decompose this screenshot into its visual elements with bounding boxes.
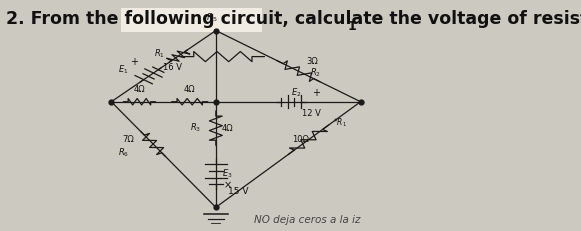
Text: 3Ω: 3Ω bbox=[306, 58, 318, 67]
Text: $R_5$: $R_5$ bbox=[206, 12, 218, 24]
Text: $E_2$: $E_2$ bbox=[292, 86, 302, 99]
Text: 10Ω: 10Ω bbox=[292, 135, 309, 144]
Text: 4Ω: 4Ω bbox=[184, 85, 195, 94]
Text: 4Ω: 4Ω bbox=[222, 124, 234, 133]
Text: 15 V: 15 V bbox=[228, 187, 249, 196]
Text: $R_6$: $R_6$ bbox=[119, 147, 130, 159]
Text: 16 V: 16 V bbox=[163, 63, 182, 72]
FancyBboxPatch shape bbox=[121, 8, 262, 32]
Text: +: + bbox=[131, 57, 138, 67]
Text: NO deja ceros a la iz: NO deja ceros a la iz bbox=[254, 215, 361, 225]
Text: $R_2$: $R_2$ bbox=[310, 66, 321, 79]
Text: 7Ω: 7Ω bbox=[123, 135, 134, 144]
Text: $R_3$: $R_3$ bbox=[189, 122, 201, 134]
Text: $E_3$: $E_3$ bbox=[222, 168, 232, 180]
Text: $E_1$: $E_1$ bbox=[119, 64, 129, 76]
Text: 2. From the following circuit, calculate the voltage of resistor R: 2. From the following circuit, calculate… bbox=[6, 10, 581, 28]
Text: 12 V: 12 V bbox=[302, 109, 321, 118]
Text: +: + bbox=[311, 88, 320, 97]
Text: 4Ω: 4Ω bbox=[134, 85, 145, 94]
Text: $*R_1$: $*R_1$ bbox=[333, 116, 347, 129]
Text: $R_1$: $R_1$ bbox=[154, 48, 165, 60]
Text: 1: 1 bbox=[347, 20, 356, 33]
Text: ×: × bbox=[224, 181, 232, 191]
